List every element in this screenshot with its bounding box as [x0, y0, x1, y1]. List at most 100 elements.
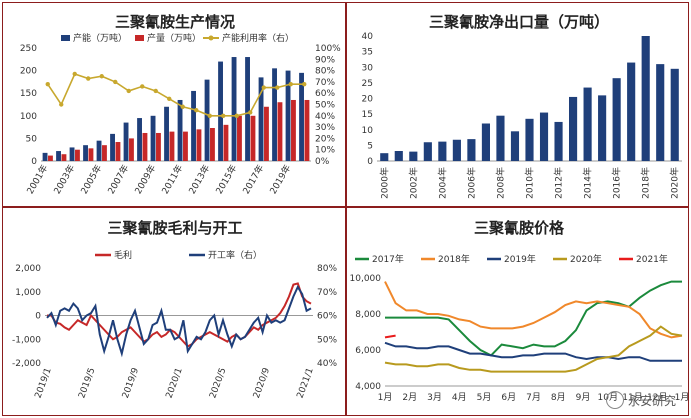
export-bar: [481, 123, 490, 161]
x-tick-label: 2006年: [465, 167, 477, 199]
x-tick-label: 2012年: [553, 167, 565, 199]
x-tick-label: 7月: [526, 392, 541, 403]
capacity-bar: [299, 72, 304, 161]
y-tick-label: 50: [26, 134, 38, 144]
capacity-bar: [83, 145, 88, 161]
capacity-bar: [218, 61, 223, 162]
x-tick-label: 3月: [427, 392, 442, 403]
output-bar: [156, 132, 161, 161]
export-bar: [569, 96, 578, 161]
watermark-logo-icon: [605, 391, 624, 409]
capacity-bar: [245, 57, 250, 161]
y-tick-label: 25: [362, 79, 373, 89]
legend-label: 毛利: [114, 249, 132, 261]
utilization-point: [113, 79, 118, 85]
chart-title: 三聚氰胺毛利与开工: [107, 219, 242, 237]
export-bar: [380, 153, 389, 161]
output-bar: [75, 149, 80, 161]
x-tick-label: 2003年: [51, 163, 77, 197]
capacity-bar: [191, 90, 196, 161]
price-line: [385, 280, 682, 357]
y2-tick-label: 100%: [315, 44, 341, 54]
y-tick-label: 15: [362, 110, 373, 120]
y-tick-label: 5: [367, 141, 373, 151]
x-tick-label: 2009年: [132, 163, 158, 197]
y-tick-label: 100: [20, 112, 37, 122]
output-bar: [237, 115, 242, 161]
y-tick-label: 10: [362, 126, 374, 136]
y-tick-label: 35: [362, 48, 373, 58]
y2-tick-label: 70%: [315, 78, 335, 88]
legend-label: 产能（万吨）: [73, 32, 127, 44]
y-tick-label: 30: [362, 63, 374, 73]
capacity-bar: [123, 122, 129, 161]
utilization-line: [46, 284, 312, 358]
y-tick-label: -1,000: [12, 335, 41, 345]
x-tick-label: 6月: [501, 392, 516, 403]
utilization-point: [221, 113, 226, 119]
x-tick-label: 4月: [452, 392, 467, 403]
chart-title: 三聚氰胺生产情况: [115, 13, 235, 31]
x-tick-label: 2018年: [640, 167, 652, 199]
x-tick-label: 2004年: [436, 167, 448, 199]
x-tick-label: 2005年: [78, 163, 104, 197]
export-bar: [670, 68, 679, 161]
legend-label: 2019年: [504, 253, 536, 265]
y2-tick-label: 40%: [317, 359, 337, 369]
export-bar: [612, 78, 621, 161]
watermark: 永安研究: [605, 391, 676, 409]
capacity-bar: [96, 140, 102, 161]
y-tick-label: 20: [362, 95, 374, 105]
price-line: [384, 281, 683, 339]
x-tick-label: 2019/1: [34, 367, 54, 400]
x-tick-label: 2002年: [407, 167, 419, 199]
utilization-point: [261, 85, 266, 90]
utilization-point: [72, 71, 77, 77]
capacity-bar: [204, 79, 210, 161]
capacity-bar: [177, 99, 183, 161]
capacity-bar: [137, 118, 142, 161]
capacity-bar: [150, 115, 156, 161]
y-tick-label: 0: [367, 157, 373, 167]
export-bar: [554, 121, 563, 161]
y-tick-label: 1,000: [15, 288, 41, 298]
legend-swatch: [135, 35, 144, 41]
y2-tick-label: 50%: [317, 335, 337, 345]
x-tick-label: 2010年: [524, 167, 536, 199]
utilization-point: [126, 88, 131, 94]
legend-swatch: [208, 35, 214, 41]
chart-title: 三聚氰胺价格: [474, 219, 565, 237]
output-bar: [277, 102, 283, 161]
y2-tick-label: 60%: [315, 89, 335, 99]
y2-tick-label: 90%: [315, 55, 335, 65]
production-chart-panel: 三聚氰胺生产情况 产能（万吨） 产量（万吨） 产能利用率（右） 0 50 100 150 200…: [2, 2, 346, 207]
x-tick-label: 2000年: [378, 167, 390, 199]
capacity-bar: [42, 152, 48, 161]
price-line: [384, 341, 682, 362]
capacity-bar: [164, 106, 169, 161]
utilization-point: [302, 81, 307, 87]
utilization-point: [180, 104, 185, 109]
export-bar: [452, 139, 461, 161]
y-tick-label: 0: [31, 157, 37, 167]
x-tick-label: 2020/1: [165, 367, 185, 400]
x-tick-label: 11月: [622, 392, 642, 403]
utilization-point: [288, 81, 293, 87]
x-tick-label: 2月: [402, 392, 417, 403]
export-bar: [525, 118, 534, 161]
chart-title: 三聚氰胺净出口量（万吨）: [429, 13, 609, 31]
x-tick-label: 2011年: [159, 163, 185, 197]
output-bar: [61, 154, 67, 161]
y-tick-label: 0: [35, 312, 41, 322]
legend-label: 2017年: [372, 253, 404, 265]
y-tick-label: 4,000: [355, 382, 381, 392]
utilization-point: [99, 74, 104, 79]
output-bar: [88, 148, 94, 161]
y2-tick-label: 30%: [315, 123, 335, 133]
x-tick-label: 2019/5: [77, 367, 97, 400]
output-bar: [169, 131, 175, 161]
export-bar: [583, 87, 592, 161]
utilization-point: [234, 113, 239, 119]
